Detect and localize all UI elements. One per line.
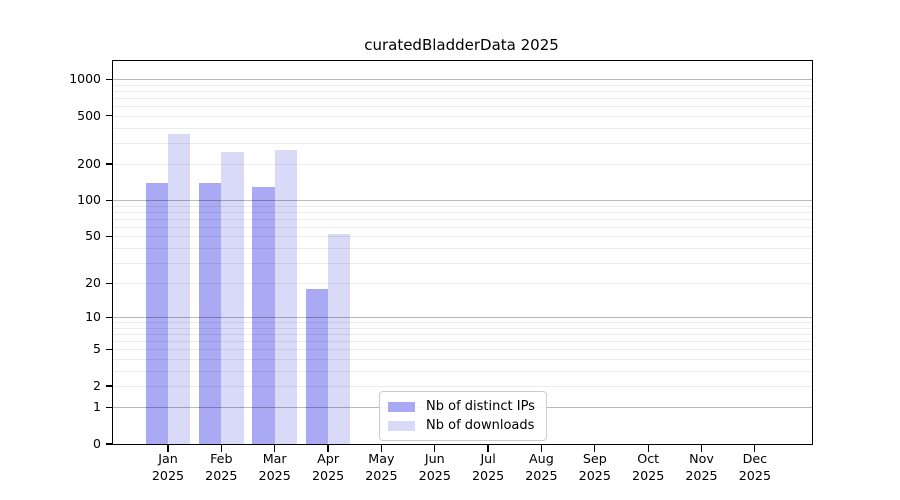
minor-gridline [113, 127, 812, 129]
y-tick-label: 50 [85, 228, 101, 244]
minor-gridline [113, 142, 812, 144]
legend-swatch-downloads [388, 420, 415, 431]
x-tick-year: 2025 [365, 468, 398, 483]
minor-gridline [113, 91, 812, 92]
y-tick-label: 100 [77, 192, 101, 208]
chart-title: curatedBladderData 2025 [364, 36, 559, 54]
x-tick-year: 2025 [471, 468, 505, 483]
x-tick-mark [220, 445, 222, 452]
minor-gridline [113, 164, 812, 165]
x-tick-month: Mar [262, 451, 287, 466]
x-tick-label: Jun 2025 [403, 450, 467, 484]
x-tick-mark [434, 445, 436, 452]
legend-swatch-distinct-ips [388, 401, 415, 412]
y-tick-mark [106, 385, 112, 387]
x-tick-mark [274, 445, 276, 452]
bar-downloads [221, 152, 244, 444]
x-tick-month: Jun [424, 451, 445, 466]
y-tick-label: 20 [85, 275, 101, 291]
x-tick-mark [380, 445, 383, 452]
legend-item-downloads: Nb of downloads [388, 416, 538, 435]
y-tick-mark [106, 282, 112, 284]
x-tick-mark [754, 445, 756, 452]
x-tick-label: Mar 2025 [243, 450, 307, 484]
x-tick-year: 2025 [578, 468, 611, 483]
bar-distinct-ips [305, 288, 329, 444]
plot-area: Nb of distinct IPs Nb of downloads 0 1 2 5 1… [69, 60, 813, 483]
x-tick-mark [594, 445, 596, 452]
x-tick-year: 2025 [738, 468, 772, 483]
x-tick-month: Nov [689, 451, 714, 466]
x-tick-month: Jan [158, 451, 178, 466]
x-tick-label: Dec 2025 [723, 450, 787, 484]
y-tick-mark [106, 443, 112, 445]
x-tick-mark [167, 445, 169, 452]
x-tick-mark [700, 445, 703, 452]
y-tick-mark [106, 115, 112, 117]
x-tick-month: Aug [529, 451, 554, 466]
y-tick-label: 200 [77, 156, 101, 171]
x-tick-label: Jul 2025 [456, 450, 520, 484]
x-tick-label: Feb 2025 [189, 450, 253, 484]
minor-gridline [113, 98, 812, 100]
bar-downloads [168, 133, 191, 444]
x-tick-month: Apr [317, 451, 340, 466]
legend-label-downloads: Nb of downloads [426, 418, 535, 433]
x-tick-year: 2025 [258, 468, 291, 483]
bar-distinct-ips [252, 187, 275, 444]
minor-gridline [113, 115, 812, 117]
x-tick-year: 2025 [685, 468, 718, 483]
x-tick-month: Sep [582, 451, 607, 466]
legend: Nb of distinct IPs Nb of downloads [379, 391, 547, 441]
x-tick-label: Apr 2025 [296, 450, 360, 484]
x-tick-month: Feb [210, 451, 233, 466]
y-tick-label: 500 [77, 107, 101, 123]
x-tick-year: 2025 [525, 468, 558, 483]
x-tick-mark [647, 445, 649, 452]
y-tick-mark [106, 78, 112, 80]
x-tick-month: Oct [637, 451, 660, 466]
x-tick-label: May 2025 [349, 450, 413, 484]
y-tick-label: 1000 [69, 71, 101, 87]
x-tick-label: Oct 2025 [616, 450, 680, 484]
minor-gridline [113, 106, 812, 108]
x-tick-mark [540, 445, 543, 452]
y-tick-mark [106, 235, 112, 238]
bar-downloads [328, 234, 351, 444]
y-tick-mark [106, 348, 112, 351]
x-tick-mark [327, 445, 329, 452]
bar-distinct-ips [145, 182, 168, 444]
x-tick-label: Nov 2025 [670, 450, 734, 484]
y-tick-mark [106, 316, 112, 319]
x-tick-month: May [368, 451, 395, 466]
x-tick-month: Jul [480, 451, 496, 466]
major-gridline [113, 79, 812, 81]
x-tick-year: 2025 [151, 468, 185, 483]
bar-distinct-ips [199, 182, 222, 444]
y-tick-mark [106, 406, 112, 409]
y-tick-label: 1 [93, 399, 101, 415]
legend-item-distinct-ips: Nb of distinct IPs [388, 397, 538, 416]
x-tick-label: Aug 2025 [509, 450, 573, 484]
x-tick-year: 2025 [632, 468, 665, 483]
bar-downloads [274, 150, 297, 444]
x-tick-year: 2025 [418, 468, 451, 483]
x-tick-label: Jan 2025 [136, 450, 200, 484]
y-tick-label: 5 [93, 341, 101, 357]
y-tick-mark [106, 199, 112, 201]
y-tick-label: 2 [93, 378, 101, 393]
x-tick-label: Sep 2025 [563, 450, 627, 484]
x-tick-year: 2025 [311, 468, 345, 483]
x-tick-month: Dec [742, 451, 768, 466]
minor-gridline [113, 84, 812, 86]
x-tick-year: 2025 [205, 468, 238, 483]
y-tick-mark [106, 163, 112, 165]
x-tick-mark [487, 445, 489, 452]
y-tick-label: 10 [85, 309, 101, 325]
legend-label-distinct-ips: Nb of distinct IPs [426, 399, 535, 414]
y-tick-label: 0 [93, 436, 101, 451]
